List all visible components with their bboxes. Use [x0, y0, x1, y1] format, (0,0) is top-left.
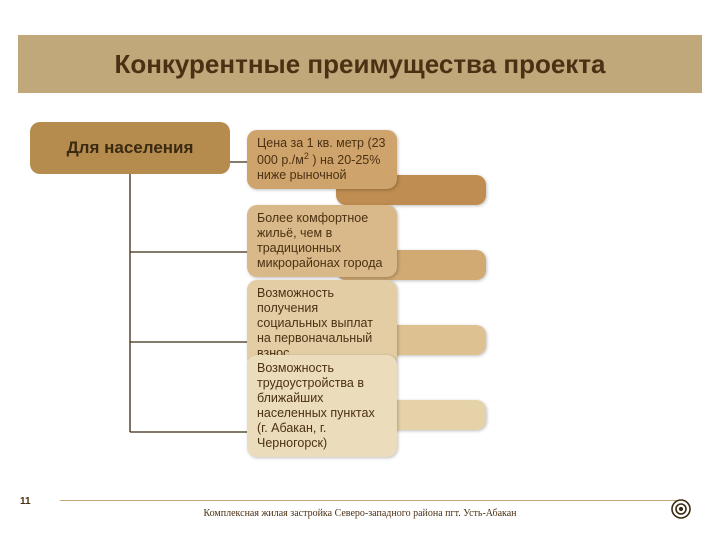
footer-rule: [60, 500, 680, 501]
slide-title: Конкурентные преимущества проекта: [18, 35, 702, 93]
tree-connectors: [30, 122, 260, 502]
target-icon: [670, 498, 692, 525]
slide-canvas: Конкурентные преимущества проекта Для на…: [0, 0, 720, 540]
leaf-node: Возможность получения социальных выплат …: [247, 280, 397, 367]
slide-title-text: Конкурентные преимущества проекта: [114, 49, 605, 80]
leaf-node: Цена за 1 кв. метр (23 000 р./м2 ) на 20…: [247, 130, 397, 189]
leaf-node: Возможность трудоустройства в ближайших …: [247, 355, 397, 457]
leaf-node: Более комфортное жильё, чем в традиционн…: [247, 205, 397, 277]
root-node: Для населения: [30, 122, 230, 174]
footer-caption: Комплексная жилая застройка Северо-запад…: [0, 508, 720, 519]
root-label: Для населения: [67, 138, 194, 158]
page-number: 11: [20, 496, 31, 507]
